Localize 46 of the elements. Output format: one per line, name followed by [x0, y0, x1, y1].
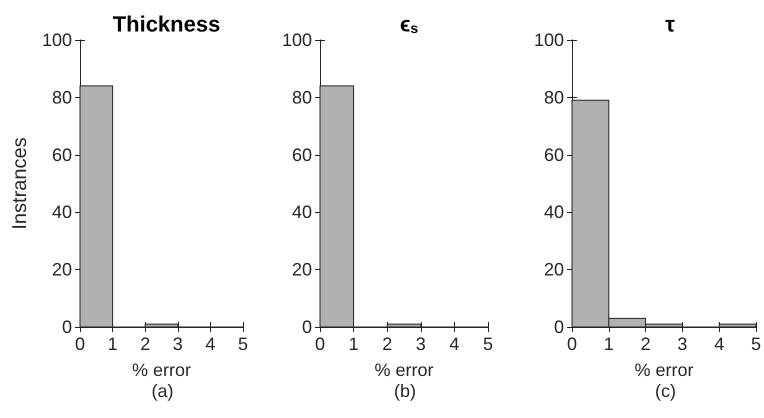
x-tick-label: 1: [108, 334, 118, 354]
y-tick-label: 100: [42, 30, 72, 50]
chart-title: τ: [665, 12, 676, 36]
y-tick-label: 100: [534, 30, 564, 50]
y-tick-label: 100: [282, 30, 312, 50]
x-tick-label: 5: [482, 334, 494, 354]
y-tick-label: 20: [292, 260, 312, 280]
x-tick-label: 0: [74, 334, 86, 354]
y-tick-label: 60: [544, 144, 564, 165]
x-tick-label: 4: [205, 334, 216, 354]
y-tick-label: 20: [544, 260, 564, 280]
x-tick-label: 3: [416, 334, 426, 354]
x-axis-title: % error: [132, 360, 192, 380]
x-tick-label: 2: [640, 334, 651, 354]
y-tick-label: 40: [544, 202, 564, 222]
y-tick-label: 0: [62, 317, 72, 337]
x-tick-label: 1: [604, 334, 614, 354]
x-tick-label: 0: [566, 334, 578, 354]
x-tick-label: 2: [382, 334, 392, 354]
text: (a): [152, 381, 174, 401]
y-tick-label: 60: [52, 144, 72, 165]
y-tick-label: 60: [292, 144, 312, 165]
x-tick-label: 4: [714, 334, 724, 354]
x-tick-label: 2: [140, 334, 150, 354]
x-axis-title: % error: [374, 360, 434, 380]
y-tick-label: 40: [52, 202, 72, 222]
y-tick-label: 80: [52, 87, 72, 108]
x-tick-label: 3: [677, 334, 688, 354]
x-tick-label: 5: [750, 334, 761, 354]
y-tick-label: 40: [292, 202, 312, 222]
text: (c): [655, 381, 676, 401]
x-tick-label: 3: [172, 334, 183, 354]
x-tick-label: 1: [348, 334, 359, 354]
x-tick-label: 4: [449, 334, 460, 354]
x-tick-label: 0: [314, 334, 326, 354]
text: (b): [394, 381, 416, 401]
y-tick-label: 80: [544, 87, 564, 108]
y-tick-label: 80: [292, 87, 312, 108]
y-tick-label: 20: [52, 260, 72, 280]
x-axis-title: % error: [634, 360, 694, 380]
chart-title: Thickness: [112, 12, 220, 36]
y-tick-label: 0: [554, 317, 564, 337]
x-tick-label: 5: [238, 334, 248, 354]
y-axis-title: Instrances: [9, 137, 31, 230]
y-tick-label: 0: [302, 317, 312, 337]
chart-title: ϵs: [400, 12, 418, 36]
